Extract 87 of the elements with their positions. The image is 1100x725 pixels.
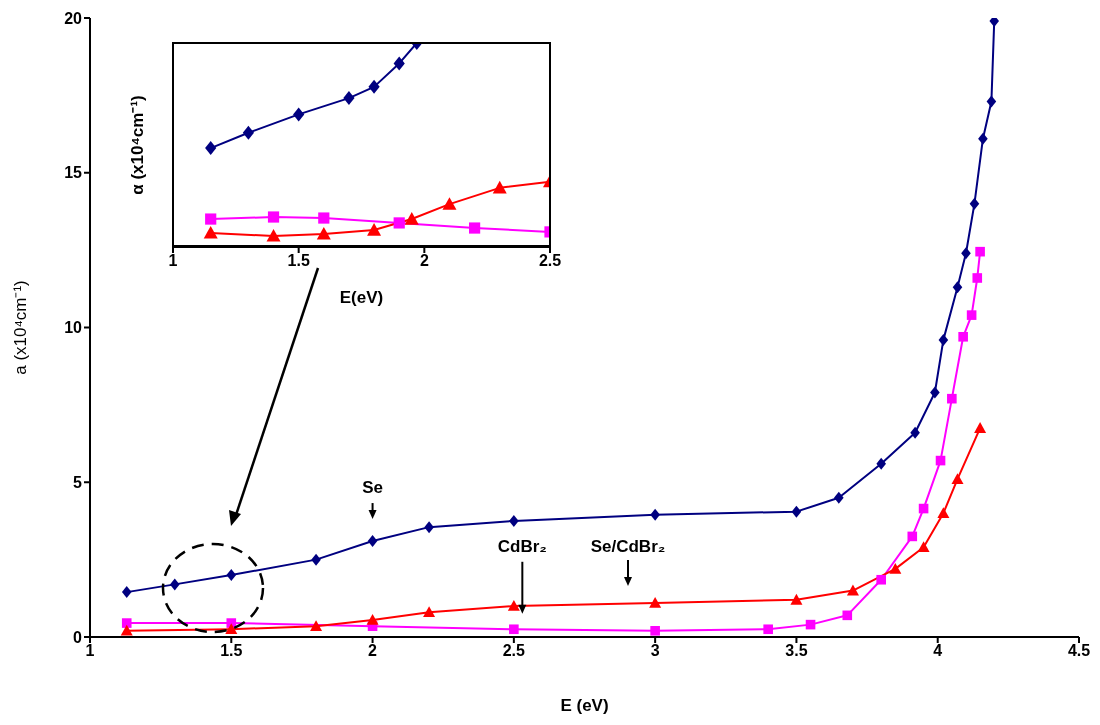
point <box>972 273 983 283</box>
point <box>266 228 281 242</box>
point <box>938 333 949 346</box>
point <box>834 491 844 504</box>
point <box>507 600 520 611</box>
x-axis-title: E (eV) <box>560 696 609 715</box>
point <box>225 623 238 635</box>
point <box>966 310 977 320</box>
x-tick-label: 4.5 <box>1067 642 1091 660</box>
point <box>889 562 902 574</box>
annotation: Se <box>362 478 383 498</box>
point <box>986 95 997 108</box>
x-tick-label: 3.5 <box>785 642 808 660</box>
point <box>975 246 985 257</box>
point <box>318 212 330 224</box>
y-tick-label: 5 <box>73 473 83 491</box>
point <box>791 505 802 518</box>
point <box>293 107 305 122</box>
point <box>267 211 280 223</box>
point <box>310 620 323 631</box>
point <box>952 281 963 294</box>
point <box>649 596 662 608</box>
x-tick-label: 3 <box>650 642 660 660</box>
point <box>120 624 133 636</box>
x-axis-title: E(eV) <box>339 288 384 307</box>
point <box>205 213 217 225</box>
point <box>947 393 957 404</box>
point <box>930 386 940 399</box>
point <box>368 79 380 94</box>
x-tick-label: 2 <box>419 252 429 270</box>
x-tick-label: 2.5 <box>538 252 562 270</box>
annotation: Se/CdBr₂ <box>590 537 666 556</box>
point <box>423 606 436 618</box>
point <box>121 618 132 628</box>
point <box>316 226 331 240</box>
point <box>958 331 968 342</box>
point <box>393 56 405 71</box>
point <box>509 624 519 635</box>
point <box>121 586 132 599</box>
x-tick-label: 2 <box>368 642 378 660</box>
point <box>937 507 950 518</box>
point <box>790 593 803 605</box>
point <box>907 531 918 542</box>
point <box>367 535 378 548</box>
point <box>951 473 964 484</box>
y-axis-title: α (x10⁴cm⁻¹) <box>128 95 147 195</box>
point <box>343 91 355 106</box>
point <box>404 212 419 225</box>
x-tick-label: 1 <box>168 252 178 270</box>
point <box>226 569 237 582</box>
point <box>842 610 853 621</box>
point <box>978 132 988 145</box>
point <box>442 197 457 210</box>
y-tick-label: 15 <box>64 164 83 182</box>
point <box>492 180 507 194</box>
point <box>876 457 886 470</box>
point <box>367 223 382 236</box>
point <box>961 247 971 260</box>
x-tick-label: 1.5 <box>220 642 243 660</box>
y-tick-label: 0 <box>73 628 83 646</box>
annotation: CdBr₂ <box>497 536 547 556</box>
point <box>974 422 987 433</box>
point <box>469 222 481 234</box>
x-tick-label: 2.5 <box>502 642 526 660</box>
point <box>969 197 980 210</box>
point <box>910 426 920 439</box>
point <box>424 521 434 534</box>
x-tick-label: 1 <box>85 642 95 660</box>
point <box>650 626 660 636</box>
x-tick-label: 4 <box>933 642 943 660</box>
point <box>366 613 379 625</box>
point <box>242 125 254 140</box>
point <box>846 584 859 596</box>
y-axis-title: a (x10⁴cm⁻¹) <box>11 280 31 375</box>
point <box>917 541 930 553</box>
point <box>311 553 321 566</box>
y-tick-label: 20 <box>64 9 83 27</box>
point <box>205 141 217 156</box>
point <box>509 514 519 527</box>
x-tick-label: 1.5 <box>287 252 310 270</box>
point <box>393 217 405 229</box>
point <box>203 225 218 239</box>
point <box>169 578 180 591</box>
y-tick-label: 10 <box>64 319 83 337</box>
point <box>876 574 886 585</box>
point <box>650 508 660 521</box>
point <box>763 624 773 635</box>
